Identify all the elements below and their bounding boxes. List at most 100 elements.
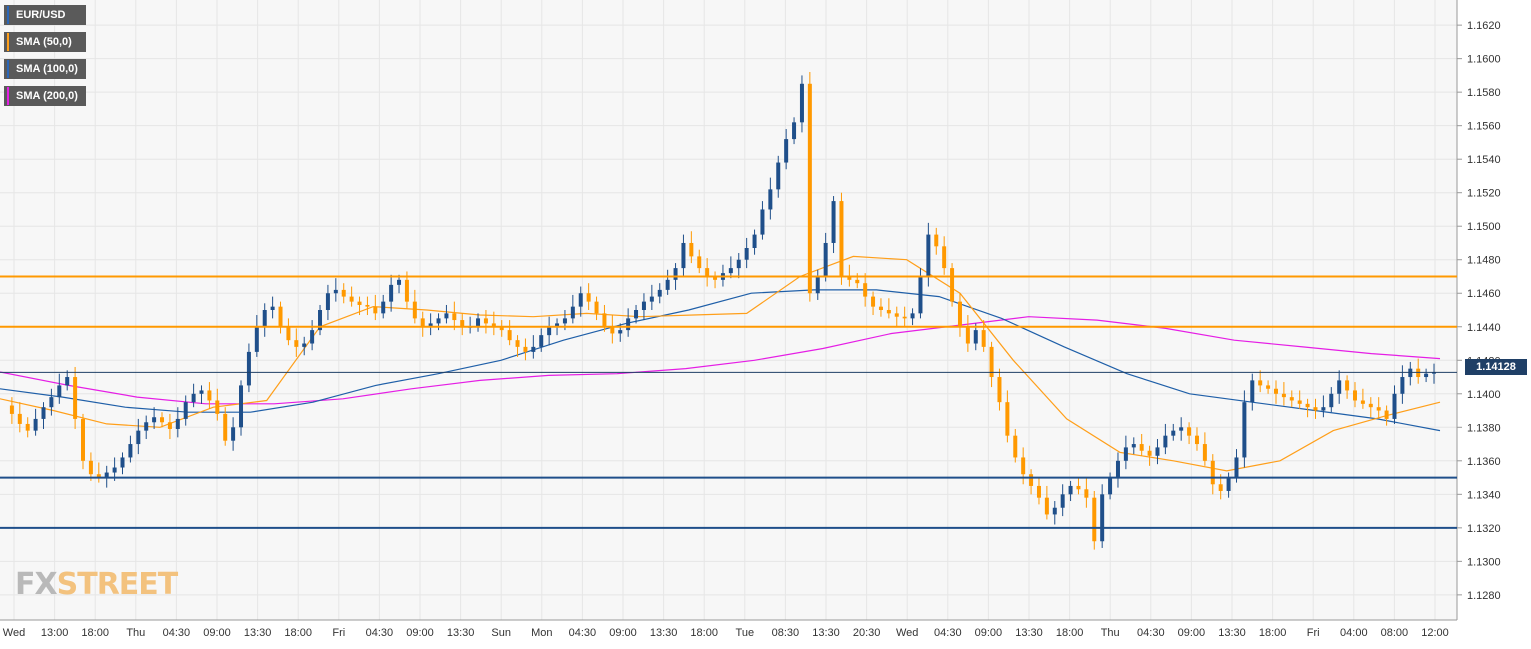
y-tick-label: 1.1520 (1467, 188, 1501, 200)
candle-down (523, 346, 528, 352)
y-tick-label: 1.1480 (1467, 255, 1501, 267)
candle-down (81, 418, 86, 461)
candle-down (1092, 497, 1097, 542)
x-tick-label: 09:00 (406, 627, 434, 639)
candle-down (483, 318, 488, 324)
x-tick-label: 12:00 (1421, 627, 1449, 639)
legend-swatch-sma100 (7, 60, 9, 78)
candle-up (1108, 477, 1113, 495)
y-tick-label: 1.1560 (1467, 121, 1501, 133)
legend-label-sma200: SMA (200,0) (16, 90, 78, 102)
legend-label-sma100: SMA (100,0) (16, 63, 78, 75)
y-tick-label: 1.1320 (1467, 523, 1501, 535)
candle-down (1297, 400, 1302, 404)
candle-down (167, 422, 172, 429)
candle-down (207, 390, 212, 401)
candle-up (649, 296, 654, 302)
x-tick-label: 13:30 (650, 627, 678, 639)
legend: EUR/USD SMA (50,0) SMA (100,0) SMA (200,… (4, 5, 86, 113)
candle-up (555, 323, 560, 327)
candle-up (641, 301, 646, 310)
candle-up (33, 418, 38, 431)
legend-label-eurusd: EUR/USD (16, 9, 66, 21)
candle-up (1131, 444, 1136, 448)
candle-up (41, 407, 46, 419)
candle-down (160, 417, 165, 423)
x-tick-label: 08:30 (772, 627, 800, 639)
candle-up (302, 343, 307, 347)
candle-up (128, 444, 133, 458)
candle-down (871, 296, 876, 307)
x-tick-label: 13:30 (812, 627, 840, 639)
candle-down (950, 268, 955, 302)
candle-up (1321, 407, 1326, 411)
candle-up (1432, 372, 1436, 374)
candle-up (428, 323, 433, 327)
candle-up (199, 390, 204, 394)
candle-down (855, 279, 860, 284)
x-tick-label: 13:30 (244, 627, 272, 639)
x-tick-label: Thu (1101, 627, 1120, 639)
legend-item-sma200[interactable]: SMA (200,0) (4, 86, 86, 106)
candle-down (989, 346, 994, 378)
legend-item-sma100[interactable]: SMA (100,0) (4, 59, 86, 79)
candle-down (515, 340, 520, 347)
legend-swatch-sma200 (7, 87, 9, 105)
candle-up (1408, 368, 1413, 378)
candle-up (136, 430, 141, 445)
x-tick-label: 18:00 (81, 627, 109, 639)
candle-down (1036, 485, 1041, 498)
candle-up (65, 377, 70, 386)
candle-up (381, 301, 386, 314)
candle-down (1273, 388, 1278, 394)
candle-down (942, 246, 947, 269)
candle-down (934, 234, 939, 247)
candle-up (728, 268, 733, 274)
candle-down (1202, 444, 1207, 461)
candle-up (776, 162, 781, 190)
candle-down (1218, 484, 1223, 491)
candle-down (420, 318, 425, 327)
candle-down (1281, 393, 1286, 398)
candle-down (1376, 407, 1381, 411)
candle-down (25, 423, 30, 431)
candle-down (586, 293, 591, 302)
candle-up (325, 293, 330, 310)
legend-item-sma50[interactable]: SMA (50,0) (4, 32, 86, 52)
candle-up (531, 346, 536, 352)
candle-down (96, 474, 101, 478)
candle-down (1289, 397, 1294, 401)
candle-up (1242, 402, 1247, 458)
candle-down (886, 310, 891, 314)
x-tick-label: 18:00 (1056, 627, 1084, 639)
candle-down (1384, 410, 1389, 419)
candle-up (918, 276, 923, 314)
candle-up (815, 276, 820, 294)
candle-up (562, 318, 567, 324)
candle-down (610, 326, 615, 334)
candle-down (1313, 407, 1318, 411)
x-tick-label: 09:00 (1178, 627, 1206, 639)
fxstreet-logo: FXSTREET (15, 567, 178, 602)
x-tick-label: 04:30 (366, 627, 394, 639)
y-tick-label: 1.1300 (1467, 556, 1501, 568)
candle-down (1147, 450, 1152, 456)
candle-up (1068, 485, 1073, 495)
y-tick-label: 1.1360 (1467, 456, 1501, 468)
candle-up (57, 385, 62, 398)
x-tick-label: 13:30 (1218, 627, 1246, 639)
y-tick-label: 1.1400 (1467, 389, 1501, 401)
x-tick-label: Fri (332, 627, 345, 639)
candle-up (333, 289, 338, 294)
y-tick-label: 1.1540 (1467, 154, 1501, 166)
candle-down (689, 242, 694, 257)
legend-item-eurusd[interactable]: EUR/USD (4, 5, 86, 25)
candle-up (183, 402, 188, 419)
candle-down (1005, 402, 1010, 436)
legend-swatch-sma50 (7, 33, 9, 51)
candle-down (88, 460, 93, 475)
candle-down (404, 279, 409, 302)
candle-down (286, 326, 291, 341)
candle-down (697, 256, 702, 269)
candle-up (120, 457, 125, 468)
